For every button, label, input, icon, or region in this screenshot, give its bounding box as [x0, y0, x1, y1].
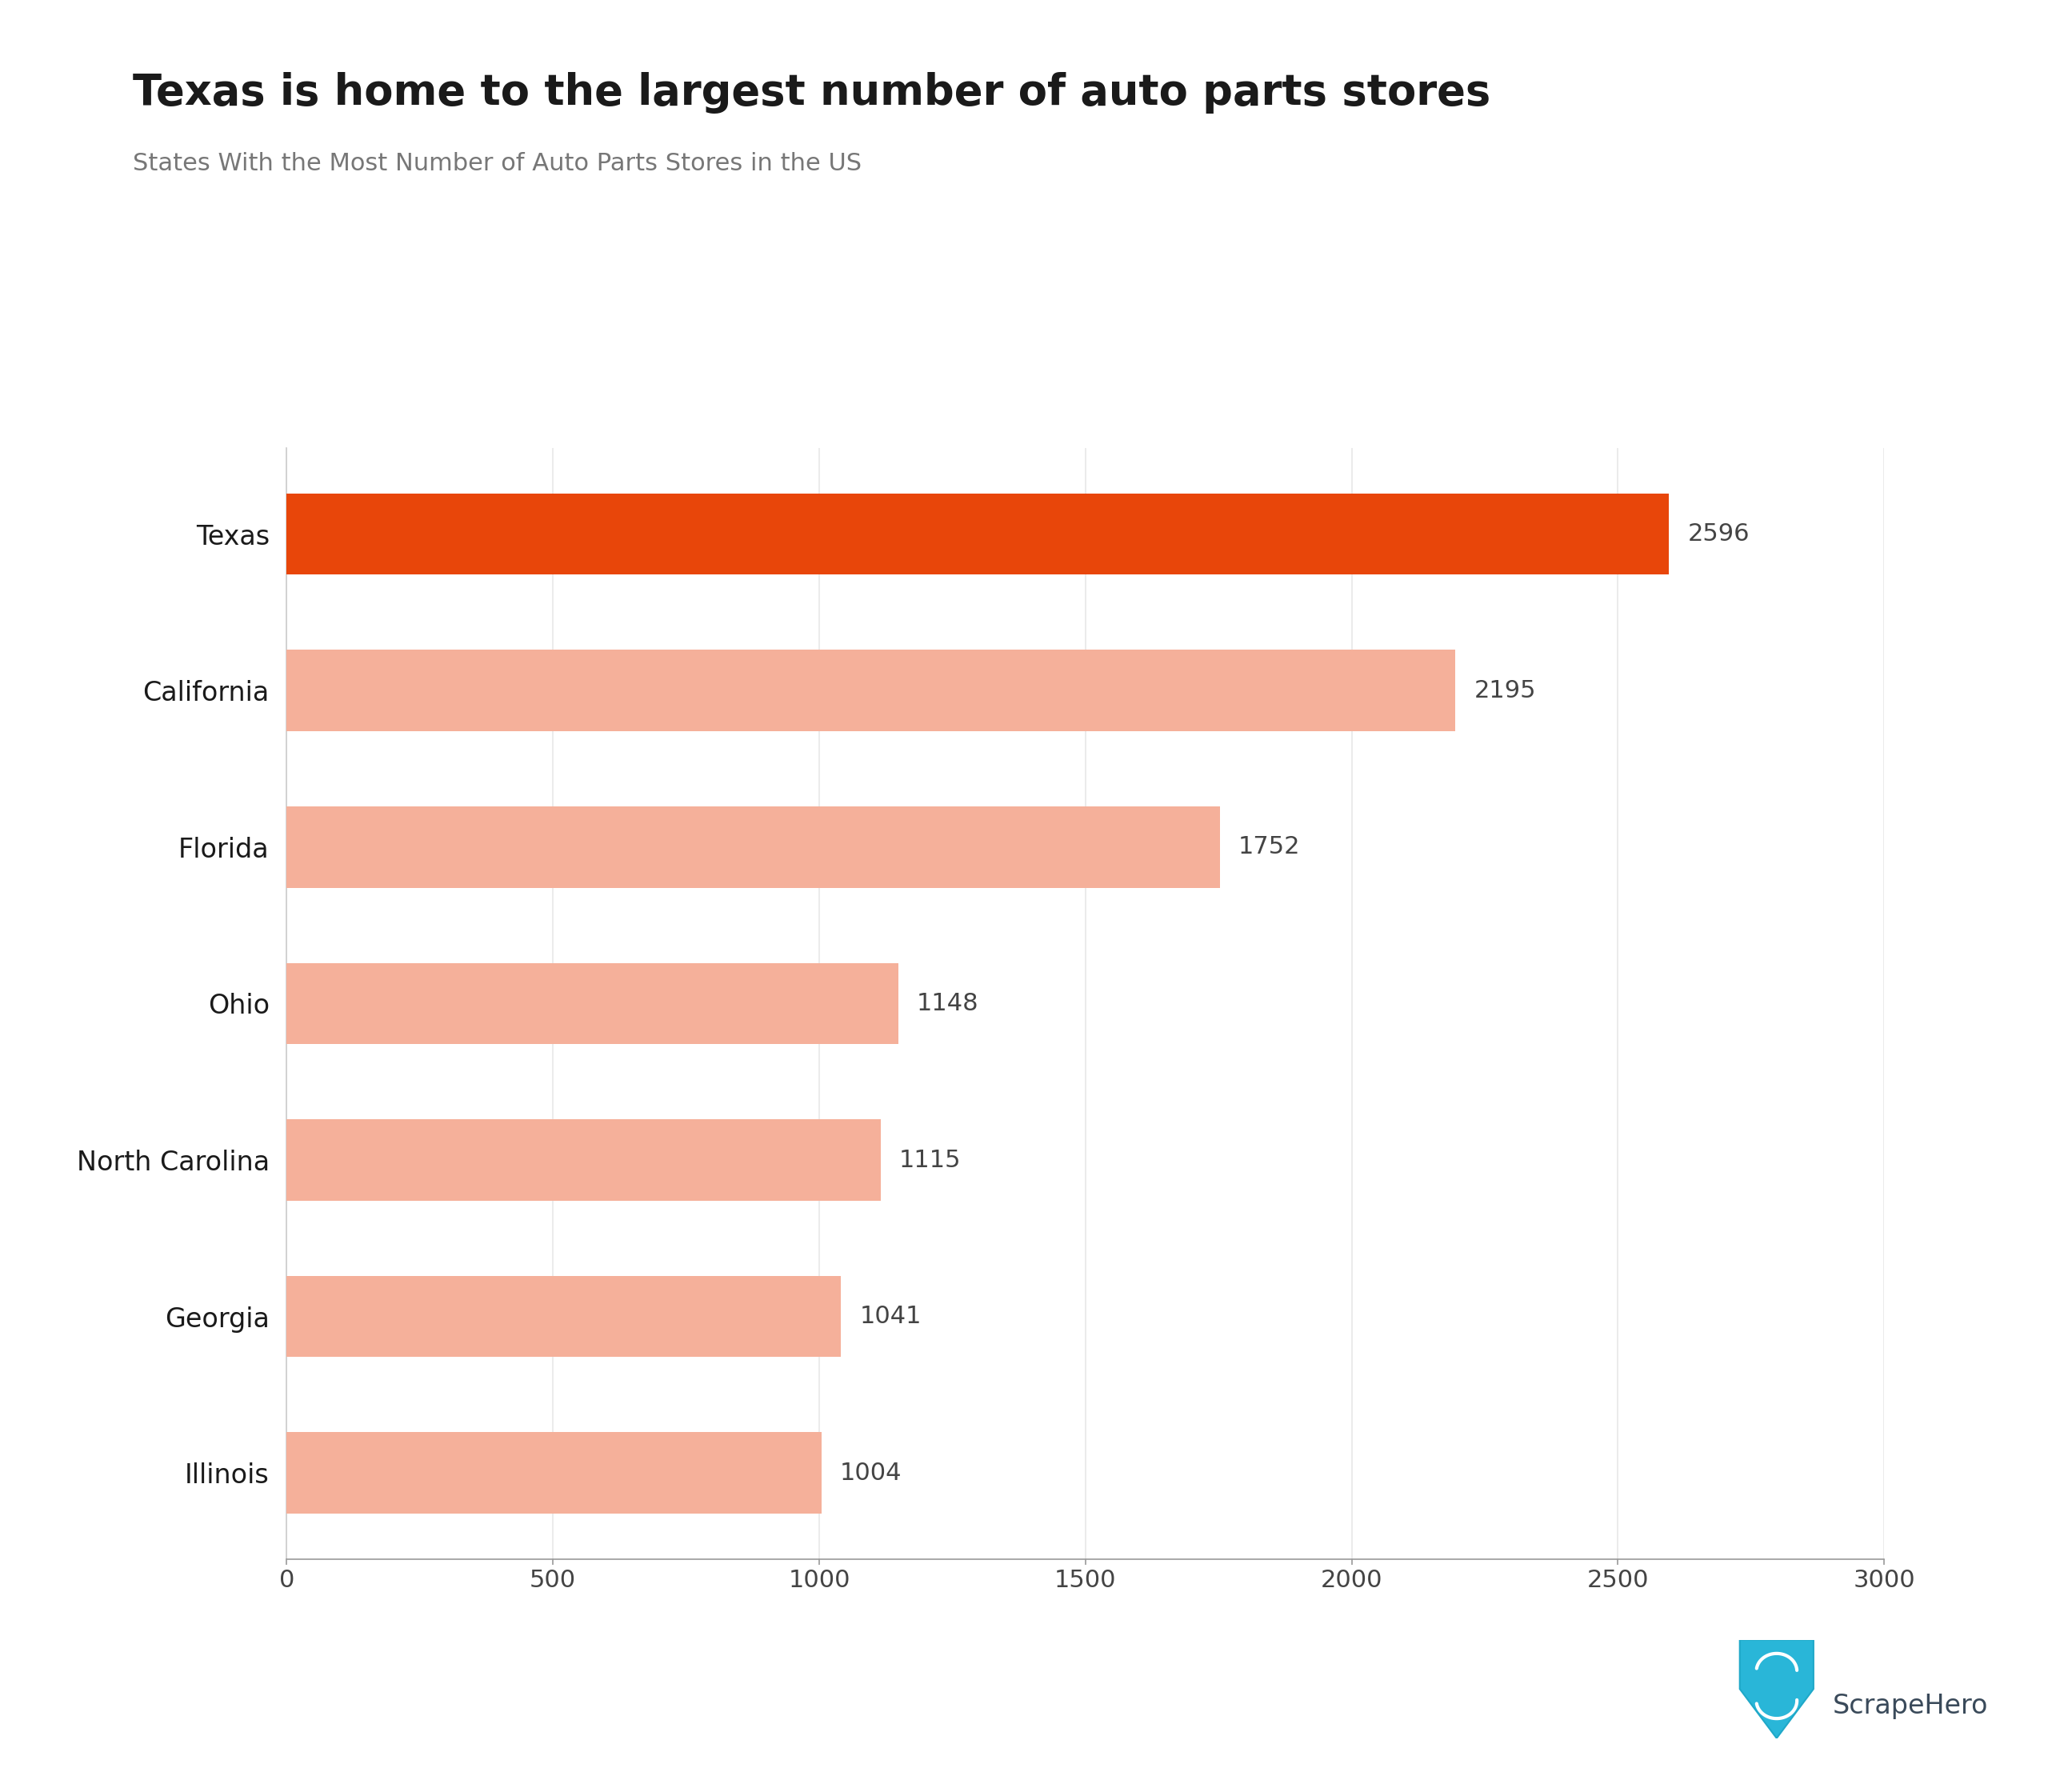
Bar	[287, 962, 897, 1045]
Text: 1041: 1041	[860, 1305, 922, 1328]
Bar	[287, 1276, 842, 1357]
Text: 1752: 1752	[1239, 835, 1300, 858]
Text: 1115: 1115	[899, 1149, 961, 1172]
Bar	[287, 1432, 821, 1514]
Bar	[287, 1120, 881, 1201]
Bar	[287, 650, 1456, 731]
Text: 1148: 1148	[918, 993, 979, 1014]
Text: 2596: 2596	[1688, 523, 1749, 547]
Text: 2195: 2195	[1475, 679, 1536, 702]
Bar	[287, 806, 1221, 887]
Text: ScrapeHero: ScrapeHero	[1833, 1693, 1989, 1719]
Text: 1004: 1004	[840, 1460, 901, 1484]
Text: States With the Most Number of Auto Parts Stores in the US: States With the Most Number of Auto Part…	[133, 152, 862, 176]
Text: Texas is home to the largest number of auto parts stores: Texas is home to the largest number of a…	[133, 72, 1491, 113]
PathPatch shape	[1739, 1640, 1815, 1738]
Bar	[287, 493, 1669, 575]
